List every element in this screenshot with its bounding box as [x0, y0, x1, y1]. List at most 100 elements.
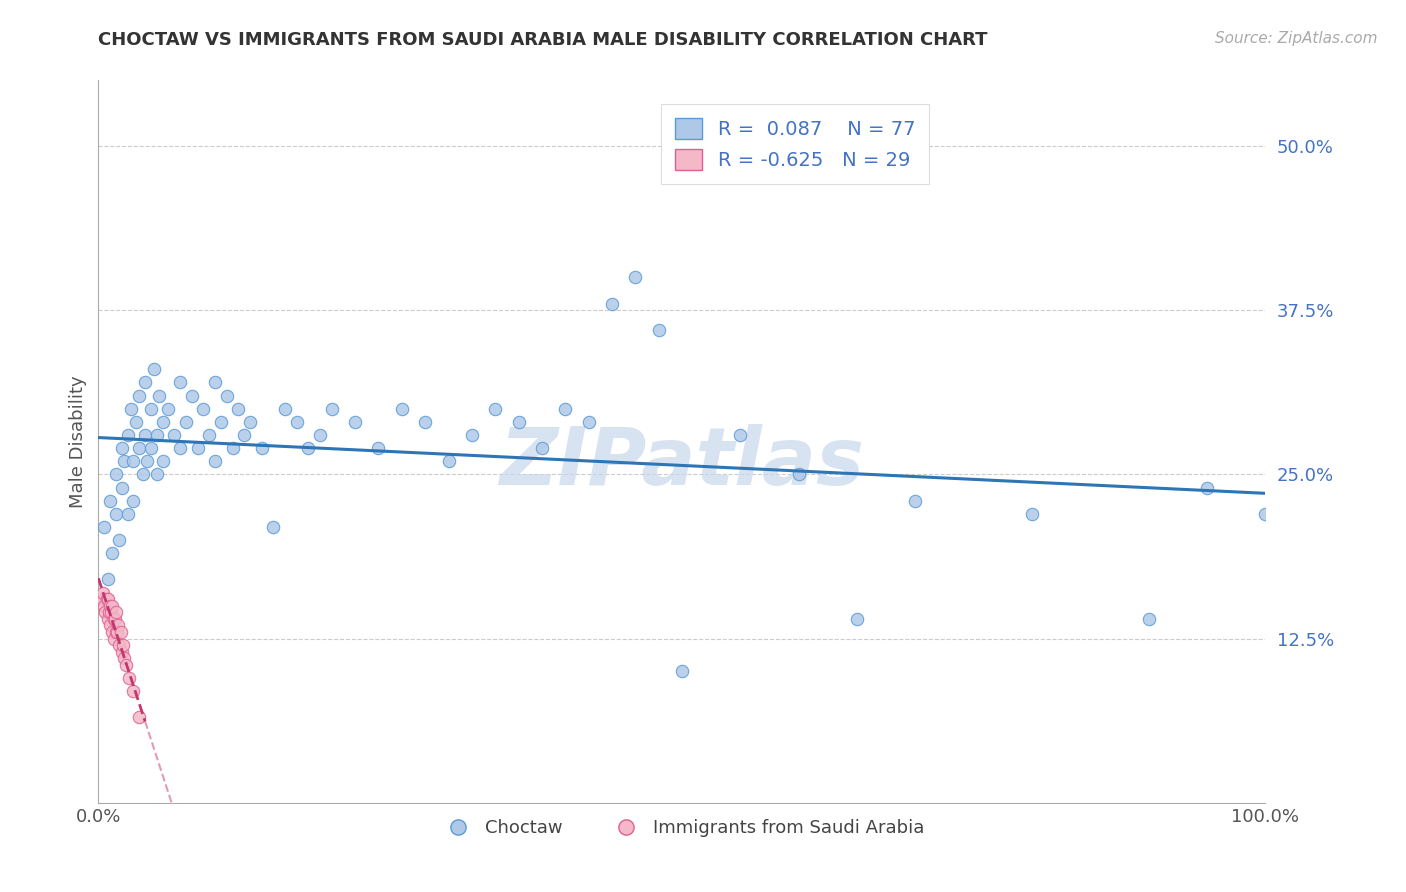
- Point: [91, 585, 114, 599]
- Point: [1137, 612, 1160, 626]
- Point: [97, 592, 120, 607]
- Point: [148, 388, 170, 402]
- Point: [134, 428, 156, 442]
- Point: [118, 671, 141, 685]
- Point: [104, 467, 127, 482]
- Point: [96, 592, 118, 607]
- Point: [730, 428, 752, 442]
- Point: [105, 625, 128, 640]
- Point: [93, 599, 115, 613]
- Point: [128, 710, 150, 724]
- Point: [1195, 481, 1218, 495]
- Point: [104, 605, 127, 619]
- Point: [111, 441, 134, 455]
- Point: [97, 573, 120, 587]
- Point: [112, 651, 135, 665]
- Point: [846, 612, 869, 626]
- Point: [174, 415, 197, 429]
- Point: [344, 415, 367, 429]
- Point: [904, 493, 927, 508]
- Point: [152, 415, 174, 429]
- Point: [233, 428, 256, 442]
- Point: [117, 428, 139, 442]
- Point: [117, 507, 139, 521]
- Point: [157, 401, 180, 416]
- Point: [132, 467, 155, 482]
- Point: [112, 454, 135, 468]
- Point: [600, 296, 623, 310]
- Point: [103, 612, 125, 626]
- Point: [228, 401, 250, 416]
- Point: [97, 605, 120, 619]
- Point: [239, 415, 262, 429]
- Point: [139, 441, 162, 455]
- Text: ZIPatlas: ZIPatlas: [499, 425, 865, 502]
- Point: [98, 493, 121, 508]
- Point: [204, 376, 226, 390]
- Point: [169, 376, 191, 390]
- Point: [163, 428, 186, 442]
- Point: [671, 665, 693, 679]
- Point: [152, 454, 174, 468]
- Point: [787, 467, 810, 482]
- Point: [146, 467, 169, 482]
- Point: [169, 441, 191, 455]
- Point: [134, 376, 156, 390]
- Point: [647, 323, 669, 337]
- Point: [122, 493, 145, 508]
- Point: [221, 441, 243, 455]
- Point: [285, 415, 308, 429]
- Point: [139, 401, 162, 416]
- Point: [250, 441, 273, 455]
- Point: [128, 441, 150, 455]
- Point: [391, 401, 413, 416]
- Point: [578, 415, 600, 429]
- Point: [104, 507, 127, 521]
- Point: [484, 401, 506, 416]
- Point: [209, 415, 232, 429]
- Point: [120, 401, 142, 416]
- Point: [1021, 507, 1043, 521]
- Point: [98, 618, 121, 632]
- Point: [1254, 507, 1277, 521]
- Point: [104, 612, 127, 626]
- Point: [204, 454, 226, 468]
- Point: [111, 638, 134, 652]
- Legend: Choctaw, Immigrants from Saudi Arabia: Choctaw, Immigrants from Saudi Arabia: [433, 812, 931, 845]
- Point: [93, 520, 115, 534]
- Point: [198, 428, 221, 442]
- Point: [143, 362, 166, 376]
- Text: CHOCTAW VS IMMIGRANTS FROM SAUDI ARABIA MALE DISABILITY CORRELATION CHART: CHOCTAW VS IMMIGRANTS FROM SAUDI ARABIA …: [98, 31, 988, 49]
- Point: [508, 415, 530, 429]
- Point: [125, 415, 148, 429]
- Point: [461, 428, 484, 442]
- Point: [554, 401, 576, 416]
- Point: [111, 481, 134, 495]
- Point: [136, 454, 159, 468]
- Point: [98, 599, 121, 613]
- Point: [101, 599, 124, 613]
- Point: [297, 441, 319, 455]
- Point: [321, 401, 343, 416]
- Point: [187, 441, 209, 455]
- Y-axis label: Male Disability: Male Disability: [69, 376, 87, 508]
- Point: [262, 520, 284, 534]
- Point: [146, 428, 169, 442]
- Point: [309, 428, 332, 442]
- Point: [110, 625, 132, 640]
- Point: [100, 605, 122, 619]
- Point: [530, 441, 553, 455]
- Point: [101, 625, 124, 640]
- Point: [115, 657, 138, 672]
- Point: [437, 454, 460, 468]
- Point: [193, 401, 215, 416]
- Point: [274, 401, 297, 416]
- Point: [128, 388, 150, 402]
- Point: [108, 533, 131, 547]
- Point: [180, 388, 202, 402]
- Point: [107, 618, 129, 632]
- Point: [90, 592, 112, 607]
- Point: [104, 625, 127, 640]
- Point: [367, 441, 389, 455]
- Text: Source: ZipAtlas.com: Source: ZipAtlas.com: [1215, 31, 1378, 46]
